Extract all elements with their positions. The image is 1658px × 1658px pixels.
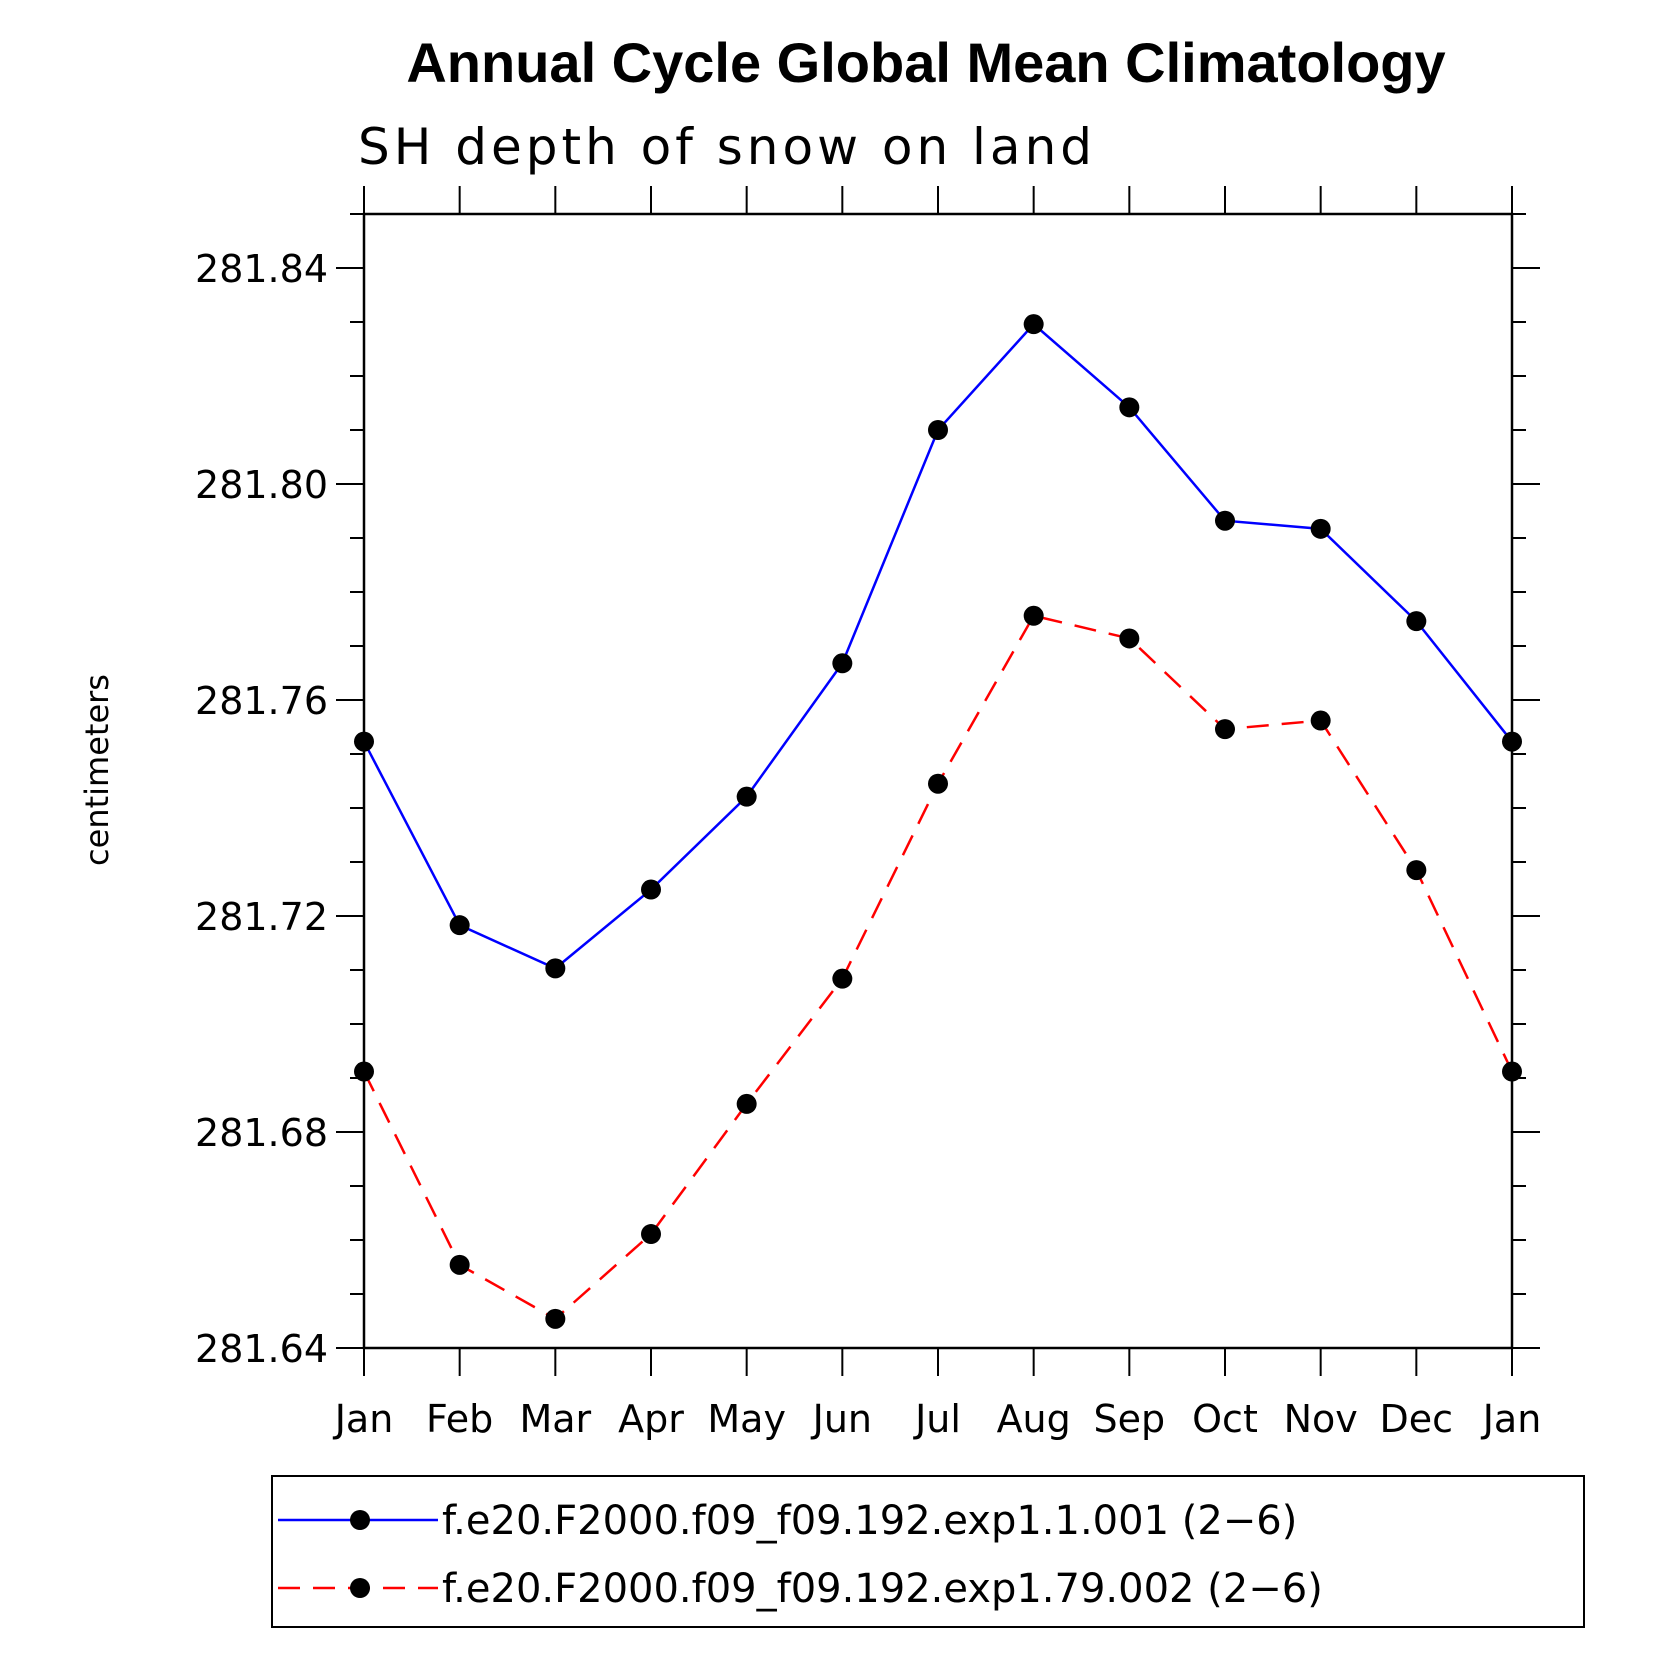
x-tick-label: Jan [333,1397,394,1441]
data-point-series-2 [545,1308,566,1329]
data-point-series-2 [449,1254,470,1275]
data-point-series-1 [1406,611,1427,632]
data-point-series-2 [928,773,948,794]
data-point-series-1 [545,958,566,979]
data-point-series-1 [1310,518,1331,539]
y-tick-label: 281.68 [195,1111,328,1155]
y-axis: 281.64 281.68 281.72 281.76 281.80 281.84 [195,213,1540,1371]
legend: f.e20.F2000.f09_f09.192.exp1.1.001 (2−6)… [271,1475,1585,1628]
y-tick-label: 281.72 [195,895,328,939]
data-point-series-1 [449,915,470,936]
x-tick-label: Aug [997,1397,1071,1441]
x-tick-label: May [707,1397,786,1441]
legend-marker-series-2 [350,1578,370,1598]
y-tick-label: 281.64 [195,1327,328,1371]
x-tick-label: Jul [913,1397,961,1441]
data-point-series-2 [736,1093,757,1114]
data-point-series-1 [832,653,853,674]
x-tick-label: Apr [618,1397,684,1441]
x-tick-label: Sep [1094,1397,1166,1441]
data-point-series-2 [1215,719,1235,740]
data-point-series-1 [928,420,948,440]
legend-label-series-2: f.e20.F2000.f09_f09.192.exp1.79.002 (2−6… [442,1566,1323,1612]
x-tick-label: Dec [1380,1397,1454,1441]
legend-marker-series-1 [350,1510,370,1530]
chart-title: Annual Cycle Global Mean Climatology [406,31,1445,94]
series-line-2 [362,614,1514,1321]
series-layer [354,314,1522,1329]
x-axis: Jan Feb Mar Apr May Jun Jul Aug Sep Oct Nov Dec Jan [333,186,1542,1441]
data-point-series-2 [1502,1061,1522,1082]
data-point-series-1 [1215,510,1235,531]
data-point-series-2 [1406,860,1427,881]
y-tick-label: 281.84 [195,247,328,291]
legend-label-series-1: f.e20.F2000.f09_f09.192.exp1.1.001 (2−6) [442,1498,1297,1544]
data-point-series-1 [736,786,757,807]
data-point-series-2 [641,1224,661,1245]
data-point-series-1 [354,731,374,752]
data-point-series-1 [641,879,661,900]
x-tick-label: Jun [811,1397,872,1441]
y-tick-label: 281.80 [195,463,328,507]
data-point-series-2 [832,968,853,989]
legend-box [271,1475,1585,1628]
x-tick-label: Oct [1192,1397,1258,1441]
data-point-series-1 [1023,314,1044,335]
data-point-series-2 [1023,605,1044,626]
data-point-series-2 [1119,628,1140,649]
x-tick-label: Nov [1284,1397,1358,1441]
chart-subtitle: SH depth of snow on land [358,118,1096,176]
data-point-series-2 [354,1061,374,1082]
data-point-series-2 [1310,710,1331,731]
x-tick-label: Jan [1481,1397,1542,1441]
y-axis-label: centimeters [78,674,116,866]
x-tick-label: Feb [426,1397,493,1441]
data-point-series-1 [1119,397,1140,418]
data-point-series-1 [1502,731,1522,752]
x-tick-label: Mar [519,1397,591,1441]
y-tick-label: 281.76 [195,679,328,723]
